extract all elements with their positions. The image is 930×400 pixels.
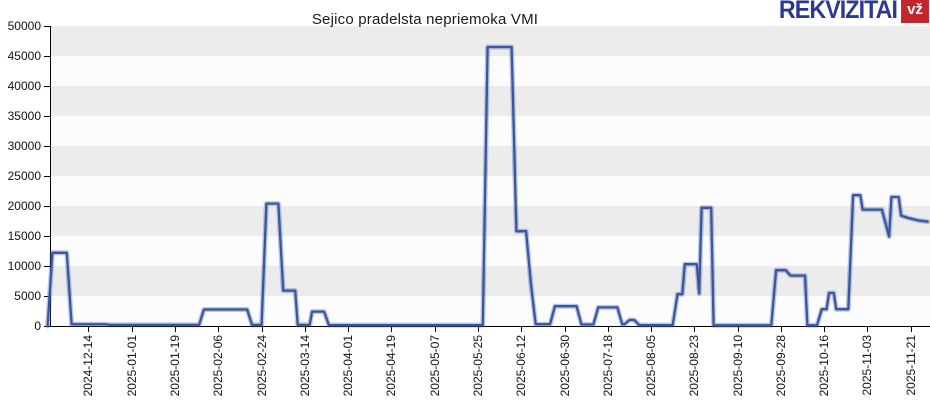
plot-band	[50, 266, 930, 296]
y-tick-label: 10000	[8, 259, 42, 273]
x-tick-label: 2025-09-28	[774, 335, 788, 397]
plot-band	[50, 296, 930, 326]
x-tick-label: 2025-11-03	[860, 335, 874, 396]
y-tick-label: 45000	[8, 49, 42, 63]
x-tick-label: 2025-04-01	[341, 335, 355, 397]
y-tick-label: 30000	[8, 139, 42, 153]
x-tick-label: 2025-06-30	[558, 335, 572, 397]
x-tick-label: 2025-06-12	[514, 335, 528, 397]
y-tick-label: 0	[34, 319, 41, 333]
x-tick-label: 2025-04-19	[384, 335, 398, 397]
x-tick-label: 2025-08-05	[644, 335, 658, 397]
x-tick-label: 2025-07-18	[601, 335, 615, 397]
x-tick-label: 2025-05-07	[428, 335, 442, 397]
y-tick-label: 40000	[8, 79, 42, 93]
chart-title: Sejico pradelsta nepriemoka VMI	[311, 11, 539, 28]
logo-brand-text: REKVIZITAI	[778, 0, 898, 24]
x-tick-label: 2024-12-14	[81, 335, 95, 397]
x-tick-label: 2025-08-23	[687, 335, 701, 397]
plot-band	[50, 56, 930, 86]
plot-band	[50, 236, 930, 266]
x-tick-label: 2025-01-01	[125, 335, 139, 397]
x-tick-label: 2025-10-16	[817, 335, 831, 397]
rekvizitai-logo[interactable]: REKVIZITAI vž	[770, 0, 929, 25]
y-tick-label: 25000	[8, 169, 42, 183]
plot-band	[50, 146, 930, 176]
plot-band	[50, 176, 930, 206]
x-tick-label: 2025-02-24	[255, 335, 269, 397]
vz-badge: vž	[901, 0, 929, 23]
y-tick-label: 50000	[8, 19, 42, 33]
x-tick-label: 2025-01-19	[168, 335, 182, 397]
y-tick-label: 20000	[8, 199, 42, 213]
plot-band	[50, 206, 930, 236]
plot-band	[50, 26, 930, 56]
y-tick-label: 5000	[14, 289, 41, 303]
y-tick-label: 35000	[8, 109, 42, 123]
x-tick-label: 2025-02-06	[211, 335, 225, 397]
x-tick-label: 2025-09-10	[731, 335, 745, 397]
data-line	[46, 45, 929, 328]
plot-band	[50, 116, 930, 146]
y-tick-label: 15000	[8, 229, 42, 243]
plot-band	[50, 86, 930, 116]
x-tick-label: 2025-03-14	[298, 335, 312, 397]
x-tick-label: 2025-11-21	[904, 335, 918, 396]
x-tick-label: 2025-05-25	[471, 335, 485, 397]
